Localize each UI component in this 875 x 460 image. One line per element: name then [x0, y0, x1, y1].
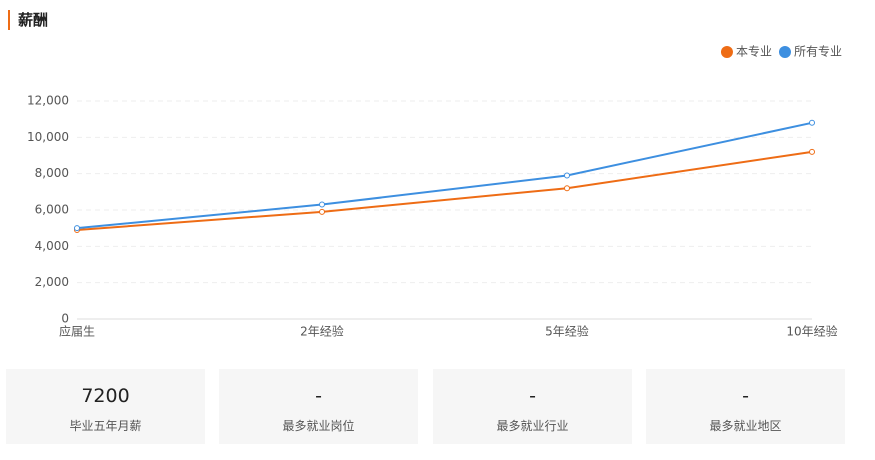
x-tick-label: 10年经验 [786, 324, 837, 339]
stat-label: 最多就业行业 [496, 419, 569, 433]
legend-label: 本专业 [736, 44, 772, 59]
stat-label: 最多就业岗位 [282, 419, 355, 433]
y-tick-label: 2,000 [35, 275, 69, 289]
stat-card: - 最多就业岗位 [219, 369, 418, 444]
data-point [809, 119, 815, 126]
stat-label: 最多就业地区 [709, 419, 782, 433]
data-point [319, 201, 325, 208]
data-point [74, 225, 80, 232]
stat-value: - [315, 385, 322, 407]
series-line [76, 150, 813, 231]
stat-value: - [529, 385, 536, 407]
section-title: 薪酬 [8, 10, 48, 30]
data-point [809, 148, 815, 155]
x-tick-label: 5年经验 [545, 324, 589, 339]
y-tick-label: 8,000 [35, 166, 69, 180]
stat-label: 毕业五年月薪 [69, 419, 142, 433]
y-tick-label: 10,000 [27, 130, 69, 144]
stat-value: 7200 [81, 385, 130, 407]
stat-card: - 最多就业地区 [646, 369, 845, 444]
y-tick-label: 0 [61, 312, 69, 326]
legend-label: 所有专业 [794, 44, 842, 59]
data-point [564, 185, 570, 192]
x-tick-label: 2年经验 [300, 324, 344, 339]
series-line [76, 121, 813, 230]
y-tick-label: 4,000 [35, 239, 69, 253]
chart: 0 2,000 4,000 6,000 8,000 10,000 12,000 应届生 2年经验… [27, 44, 842, 339]
data-point [564, 172, 570, 179]
legend-marker [778, 46, 791, 58]
legend-marker [720, 46, 733, 58]
stat-value: - [742, 385, 749, 407]
y-tick-label: 6,000 [35, 203, 69, 217]
stat-card: - 最多就业行业 [433, 369, 632, 444]
data-point [319, 208, 325, 215]
y-tick-label: 12,000 [27, 94, 69, 108]
x-tick-label: 应届生 [59, 324, 95, 339]
stat-card: 7200 毕业五年月薪 [6, 369, 205, 444]
